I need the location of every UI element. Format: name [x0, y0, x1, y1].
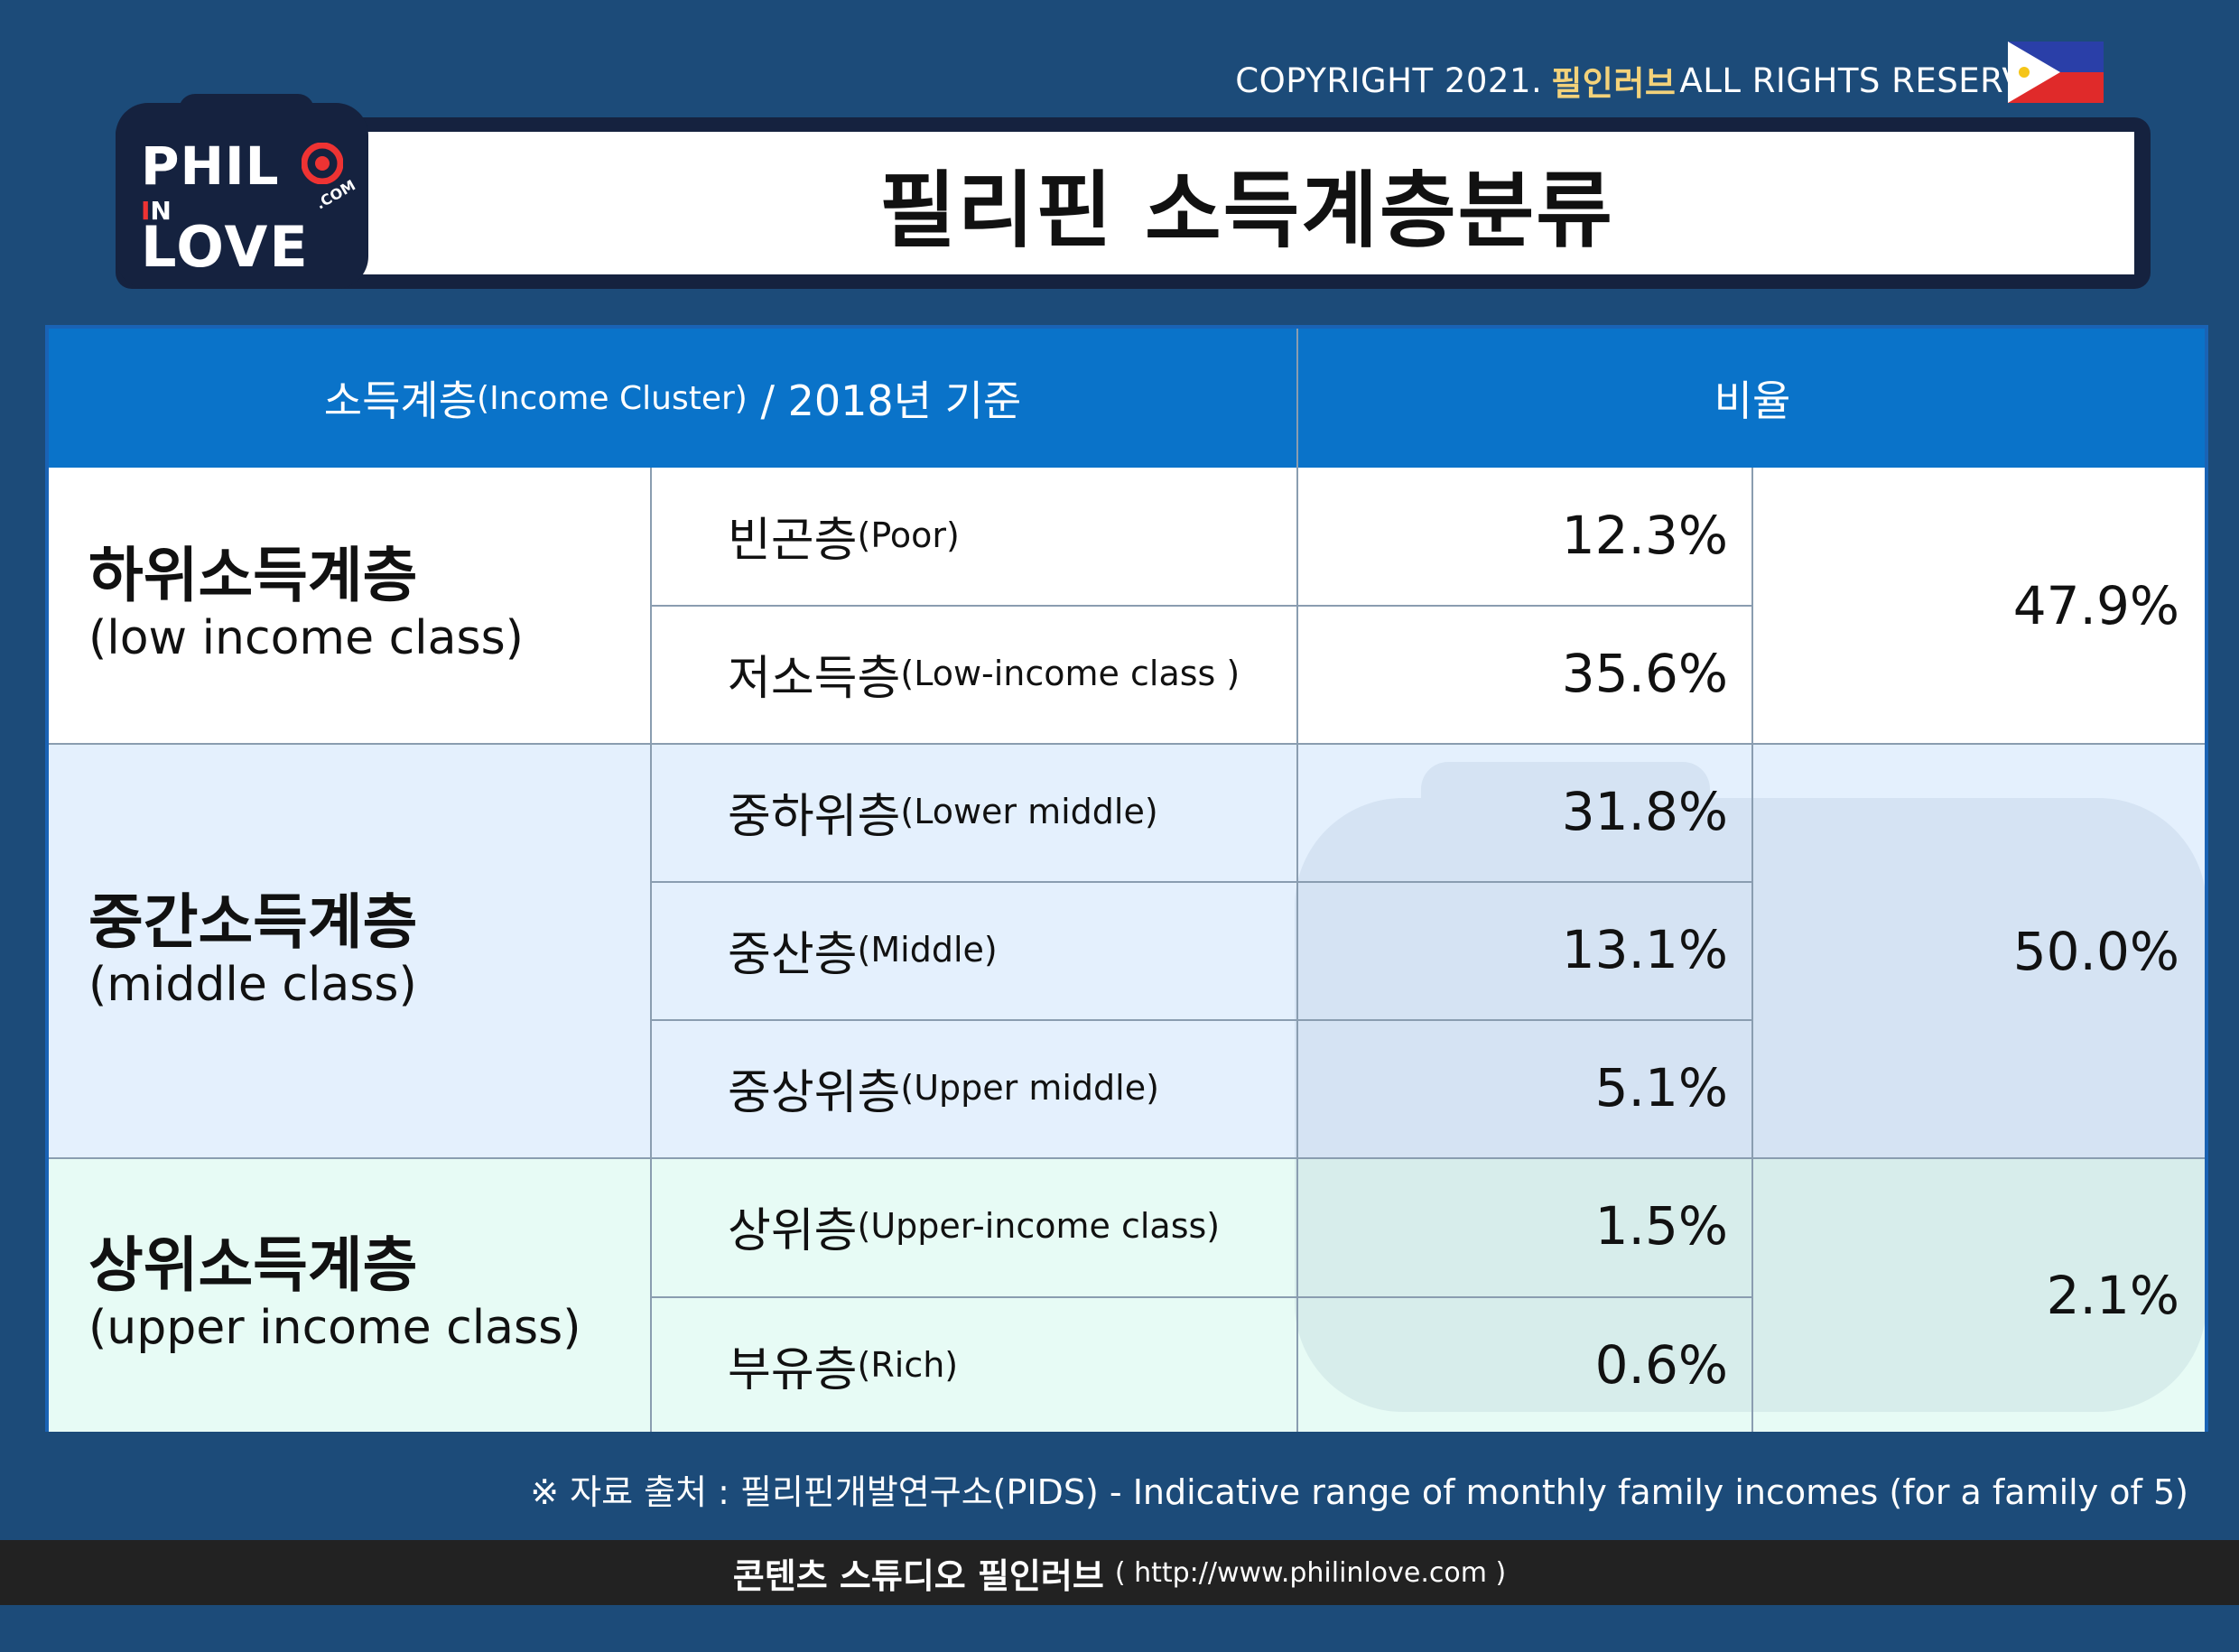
group-label-en: (middle class) — [88, 958, 417, 1012]
group-label-en: (upper income class) — [88, 1301, 581, 1355]
divider-col3 — [1751, 468, 1753, 1432]
group-middle-income: 중간소득계층 (middle class) — [88, 888, 417, 1013]
row-pct-poor: 12.3% — [1561, 505, 1728, 566]
row-label-en: (Upper-income class) — [857, 1206, 1221, 1246]
total-upper-income: 2.1% — [2046, 1264, 2179, 1326]
divider-row — [650, 1296, 1753, 1298]
page-title: 필리핀 소득계층분류 — [879, 162, 1614, 259]
header-cluster-ko: 소득계층 — [323, 376, 478, 425]
total-low-income: 47.9% — [2012, 575, 2179, 636]
logo-watermark-icon — [1295, 762, 2206, 1412]
row-label-ko: 저소득층 — [728, 651, 901, 706]
divider-row — [650, 881, 1753, 883]
band-upper-income — [49, 1158, 2205, 1432]
row-label-en: (Upper middle) — [900, 1068, 1159, 1108]
footer-studio-name: 콘텐츠 스튜디오 필인러브 — [732, 1555, 1104, 1596]
group-upper-income: 상위소득계층 (upper income class) — [88, 1231, 581, 1356]
header-ratio: 비율 — [1714, 376, 1791, 425]
row-pct-upper-middle: 5.1% — [1594, 1057, 1728, 1118]
row-pct-middle: 13.1% — [1561, 919, 1728, 980]
row-label-ko: 상위층 — [728, 1203, 858, 1258]
divider-col2 — [1296, 329, 1298, 1432]
group-label-en: (low income class) — [88, 611, 524, 665]
row-label-en: (Rich) — [857, 1345, 959, 1385]
group-low-income: 하위소득계층 (low income class) — [88, 542, 524, 666]
row-label-ko: 부유층 — [728, 1342, 858, 1397]
divider-group2 — [49, 1157, 2205, 1159]
total-middle-income: 50.0% — [2012, 920, 2179, 982]
header-income-cluster: 소득계층 (Income Cluster) / 2018년 기준 — [49, 329, 1296, 468]
row-pct-low-income: 35.6% — [1561, 643, 1728, 704]
title-panel: 필리핀 소득계층분류 — [359, 132, 2134, 274]
row-label-en: (Middle) — [857, 930, 998, 970]
philippines-flag-icon — [2008, 42, 2104, 103]
logo-text-i: I — [141, 196, 151, 226]
footer-url-link[interactable]: ( http://www.philinlove.com ) — [1114, 1556, 1507, 1589]
copyright-suffix: ALL RIGHTS RESERVED — [1679, 60, 2073, 100]
row-pct-rich: 0.6% — [1594, 1334, 1728, 1396]
table-row-lower-middle: 중하위층 (Lower middle) — [728, 744, 1158, 879]
copyright-brand: 필인러브 — [1551, 64, 1677, 103]
group-label-ko: 상위소득계층 — [88, 1230, 418, 1300]
row-pct-lower-middle: 31.8% — [1561, 781, 1728, 842]
table-row-upper-middle: 중상위층 (Upper middle) — [728, 1020, 1159, 1155]
logo-text-love: LOVE — [141, 214, 310, 280]
income-table: 소득계층 (Income Cluster) / 2018년 기준 비율 하위소득계… — [45, 325, 2208, 1432]
camera-shutter-icon — [302, 143, 343, 184]
footer-bar: 콘텐츠 스튜디오 필인러브 ( http://www.philinlove.co… — [0, 1540, 2239, 1605]
group-label-ko: 중간소득계층 — [88, 887, 418, 957]
divider-col1 — [650, 468, 652, 1432]
logo-text-in: IN — [141, 198, 172, 225]
row-pct-upper-income: 1.5% — [1594, 1195, 1728, 1257]
copyright-prefix: COPYRIGHT 2021. — [1235, 60, 1543, 100]
group-label-ko: 하위소득계층 — [88, 541, 418, 610]
philinlove-logo: PHIL .COM IN LOVE — [116, 103, 368, 289]
logo-text-phil: PHIL — [141, 135, 280, 197]
copyright-line: COPYRIGHT 2021. 필인러브 ALL RIGHTS RESERVED — [1235, 58, 2073, 104]
row-label-en: (Poor) — [857, 515, 960, 555]
table-row-upper-income: 상위층 (Upper-income class) — [728, 1158, 1220, 1294]
table-header — [49, 329, 2205, 468]
row-label-ko: 빈곤층 — [728, 513, 858, 568]
row-label-en: (Lower middle) — [900, 792, 1158, 831]
header-cluster-en: (Income Cluster) — [477, 379, 748, 417]
row-label-ko: 중하위층 — [728, 789, 901, 844]
source-note: ※ 자료 출처 : 필리핀개발연구소(PIDS) - Indicative ra… — [530, 1471, 2188, 1512]
band-middle-income — [49, 744, 2205, 1158]
divider-row — [650, 605, 1753, 607]
logo-text-n: N — [150, 196, 172, 226]
table-row-rich: 부유층 (Rich) — [728, 1297, 958, 1433]
row-label-en: (Low-income class ) — [900, 654, 1240, 693]
table-row-low-income: 저소득층 (Low-income class ) — [728, 606, 1240, 741]
divider-group1 — [49, 743, 2205, 745]
divider-row — [650, 1019, 1753, 1021]
table-row-poor: 빈곤층 (Poor) — [728, 468, 960, 603]
row-label-ko: 중산층 — [728, 927, 858, 982]
header-cluster-year: / 2018년 기준 — [747, 376, 1022, 425]
row-label-ko: 중상위층 — [728, 1065, 901, 1120]
table-row-middle: 중산층 (Middle) — [728, 882, 998, 1017]
